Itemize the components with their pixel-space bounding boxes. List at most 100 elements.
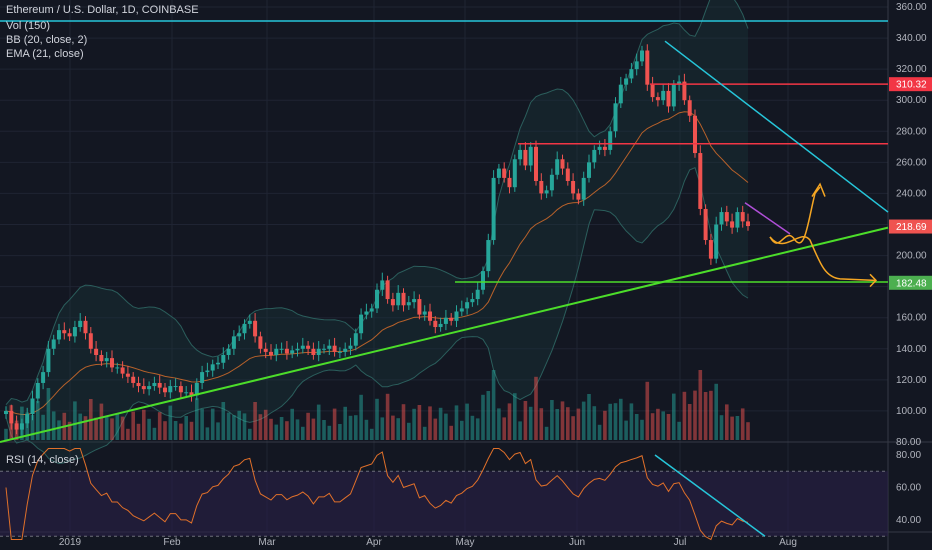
- candle-body: [475, 289, 480, 300]
- rsi-tick-label: 40.00: [896, 515, 921, 526]
- candle-body: [200, 372, 205, 383]
- price-tag-box: [889, 77, 932, 92]
- candle-body: [322, 348, 326, 350]
- volume-bar: [417, 405, 422, 440]
- volume-bar: [168, 405, 173, 440]
- candle-body: [693, 115, 697, 154]
- volume-bar: [735, 416, 740, 440]
- candle-body: [337, 351, 342, 353]
- price-tick-label: 280.00: [896, 126, 927, 137]
- volume-bar: [364, 419, 369, 440]
- candle-body: [78, 320, 83, 328]
- candle-body: [613, 103, 618, 132]
- volume-bar: [200, 408, 204, 440]
- candle-body: [359, 314, 364, 334]
- candle-body: [369, 308, 374, 312]
- candle-body: [168, 386, 173, 393]
- rsi-band: [0, 471, 888, 537]
- volume-bar: [587, 394, 591, 440]
- volume-bar: [693, 390, 697, 440]
- volume-bar: [41, 414, 45, 440]
- volume-bar: [343, 406, 347, 440]
- candle-body: [216, 362, 220, 365]
- volume-bar: [518, 421, 522, 440]
- candle-body: [443, 317, 448, 324]
- volume-bar: [433, 418, 438, 440]
- candle-body: [125, 373, 130, 377]
- candle-body: [99, 355, 104, 362]
- candles: [4, 44, 750, 436]
- candle-body: [178, 386, 183, 393]
- volume-bar: [740, 408, 745, 440]
- candle-body: [735, 212, 740, 228]
- volume-bar: [497, 408, 501, 440]
- candle-body: [576, 193, 581, 200]
- candle-body: [274, 348, 279, 355]
- volume-bar: [581, 401, 586, 440]
- volume-bar: [36, 401, 40, 440]
- candle-body: [237, 333, 242, 337]
- arrow-head-up: [811, 182, 826, 197]
- volume-bar: [746, 422, 750, 440]
- volume-bar: [544, 426, 549, 440]
- volume-bar: [51, 411, 56, 440]
- candle-body: [512, 159, 517, 188]
- candle-body: [306, 345, 311, 349]
- candle-body: [4, 410, 8, 415]
- candle-body: [571, 181, 576, 194]
- volume-bar: [491, 370, 496, 440]
- volume-bar: [279, 417, 284, 440]
- candle-body: [104, 358, 109, 362]
- volume-bar: [624, 420, 628, 440]
- volume-bar: [83, 416, 88, 440]
- volume-bar: [359, 394, 363, 440]
- candle-body: [645, 50, 650, 85]
- volume-bar: [661, 411, 665, 440]
- volume-bar: [603, 410, 607, 440]
- candle-body: [269, 351, 273, 355]
- volume-bar: [730, 416, 734, 440]
- volume-bar: [179, 423, 183, 440]
- volume-bar: [57, 420, 61, 440]
- candle-body: [343, 348, 348, 352]
- candle-body: [205, 370, 210, 373]
- candle-body: [332, 345, 337, 352]
- candle-body: [88, 333, 93, 349]
- candle-body: [708, 240, 713, 259]
- volume-bar: [534, 376, 538, 440]
- candle-body: [406, 302, 411, 306]
- volume-bar: [99, 403, 104, 440]
- candle-body: [279, 348, 284, 350]
- volume-bar: [316, 404, 321, 440]
- volume-bar: [285, 421, 289, 440]
- volume-bar: [401, 404, 406, 440]
- volume-bar: [513, 393, 517, 440]
- price-tick-label: 100.00: [896, 406, 927, 417]
- volume-bar: [115, 414, 120, 440]
- candle-body: [640, 50, 644, 62]
- volume-bar: [656, 408, 660, 440]
- price-tick-label: 300.00: [896, 95, 927, 106]
- volume-bar: [142, 409, 146, 440]
- candle-body: [560, 159, 565, 169]
- volume-bar: [709, 390, 713, 440]
- volume-bar: [592, 406, 597, 440]
- volume-bar: [412, 408, 416, 440]
- candle-body: [534, 146, 538, 181]
- volume-bar: [422, 426, 427, 440]
- volume-bar: [274, 424, 279, 440]
- volume-bar: [555, 409, 559, 440]
- candle-body: [57, 330, 61, 340]
- candle-body: [157, 382, 162, 388]
- price-tick-label: 140.00: [896, 344, 927, 355]
- bollinger-fill: [6, 0, 748, 464]
- volume-bar: [163, 421, 167, 440]
- volume-bar: [391, 415, 395, 440]
- candle-body: [284, 348, 289, 354]
- candle-body: [131, 376, 136, 383]
- support-trendline: [0, 226, 889, 443]
- price-tick-label: 320.00: [896, 64, 927, 75]
- candle-body: [401, 292, 406, 306]
- rsi-line: [5, 448, 749, 541]
